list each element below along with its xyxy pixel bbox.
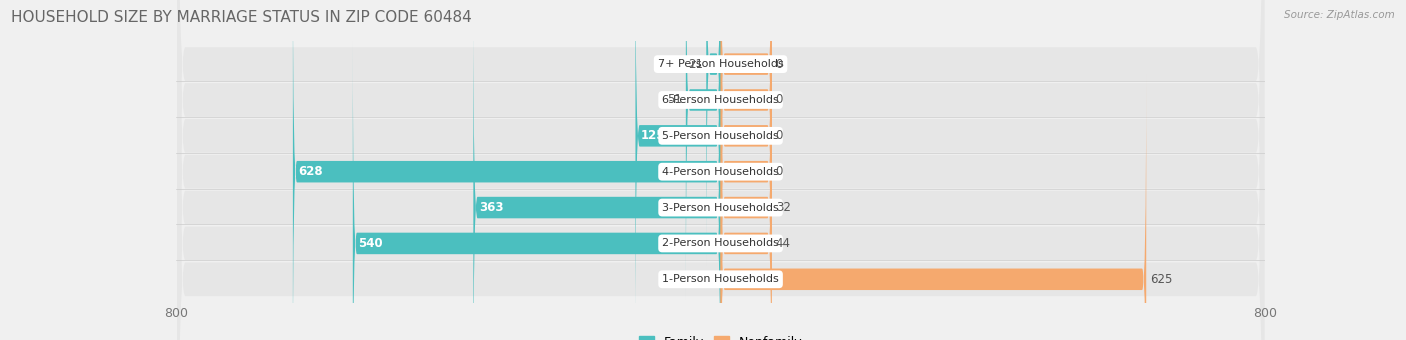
FancyBboxPatch shape [474,3,721,340]
FancyBboxPatch shape [177,0,1264,340]
FancyBboxPatch shape [177,0,1264,340]
Text: 5-Person Households: 5-Person Households [662,131,779,141]
Text: 0: 0 [776,94,783,106]
Text: 540: 540 [359,237,382,250]
Text: 3-Person Households: 3-Person Households [662,203,779,212]
FancyBboxPatch shape [721,0,772,269]
FancyBboxPatch shape [721,3,772,340]
Text: 6-Person Households: 6-Person Households [662,95,779,105]
Text: 51: 51 [668,94,682,106]
Text: 363: 363 [479,201,503,214]
Text: 2-Person Households: 2-Person Households [662,238,779,249]
Text: 7+ Person Households: 7+ Person Households [658,59,783,69]
Text: 625: 625 [1150,273,1173,286]
FancyBboxPatch shape [721,39,772,340]
FancyBboxPatch shape [177,0,1264,340]
Text: 44: 44 [776,237,790,250]
FancyBboxPatch shape [721,75,1146,340]
Legend: Family, Nonfamily: Family, Nonfamily [634,331,807,340]
FancyBboxPatch shape [706,0,721,269]
Text: 21: 21 [688,57,703,71]
Text: 4-Person Households: 4-Person Households [662,167,779,177]
FancyBboxPatch shape [292,0,721,340]
FancyBboxPatch shape [177,0,1264,340]
FancyBboxPatch shape [353,39,721,340]
FancyBboxPatch shape [177,0,1264,340]
FancyBboxPatch shape [721,0,772,340]
Text: HOUSEHOLD SIZE BY MARRIAGE STATUS IN ZIP CODE 60484: HOUSEHOLD SIZE BY MARRIAGE STATUS IN ZIP… [11,10,472,25]
Text: 1-Person Households: 1-Person Households [662,274,779,284]
FancyBboxPatch shape [636,0,721,340]
FancyBboxPatch shape [686,0,721,304]
Text: 32: 32 [776,201,790,214]
Text: 0: 0 [776,165,783,178]
Text: 0: 0 [776,129,783,142]
FancyBboxPatch shape [721,0,772,340]
FancyBboxPatch shape [721,0,772,304]
Text: 628: 628 [298,165,323,178]
FancyBboxPatch shape [177,0,1264,340]
Text: 125: 125 [641,129,665,142]
Text: Source: ZipAtlas.com: Source: ZipAtlas.com [1284,10,1395,20]
Text: 0: 0 [776,57,783,71]
FancyBboxPatch shape [177,0,1264,340]
